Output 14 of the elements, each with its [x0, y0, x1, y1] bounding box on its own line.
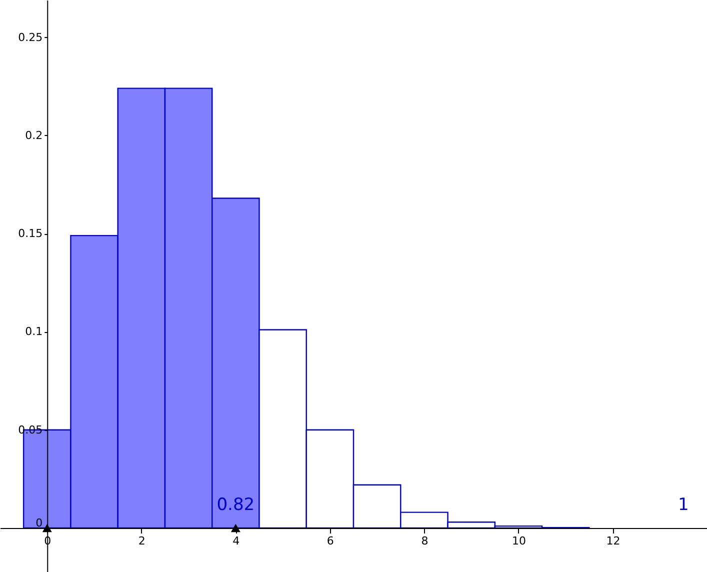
x-tick-label: 8	[421, 534, 428, 548]
y-tick-label: 0.15	[18, 227, 43, 240]
y-tick-label: 0.2	[25, 128, 43, 142]
y-tick-label: 0.1	[25, 325, 43, 338]
x-tick-label: 10	[512, 534, 526, 548]
x-tick-label: 6	[326, 534, 334, 548]
x-tick-label: 4	[232, 534, 240, 548]
x-tick-label: 12	[606, 534, 620, 548]
annotation: 1	[678, 495, 689, 516]
y-tick-label: 0.05	[18, 423, 43, 436]
y-tick-label: 0	[36, 516, 43, 530]
annotation: 0.82	[216, 495, 255, 516]
y-tick-label: 0.25	[18, 30, 43, 44]
x-tick-label: 2	[138, 534, 146, 548]
